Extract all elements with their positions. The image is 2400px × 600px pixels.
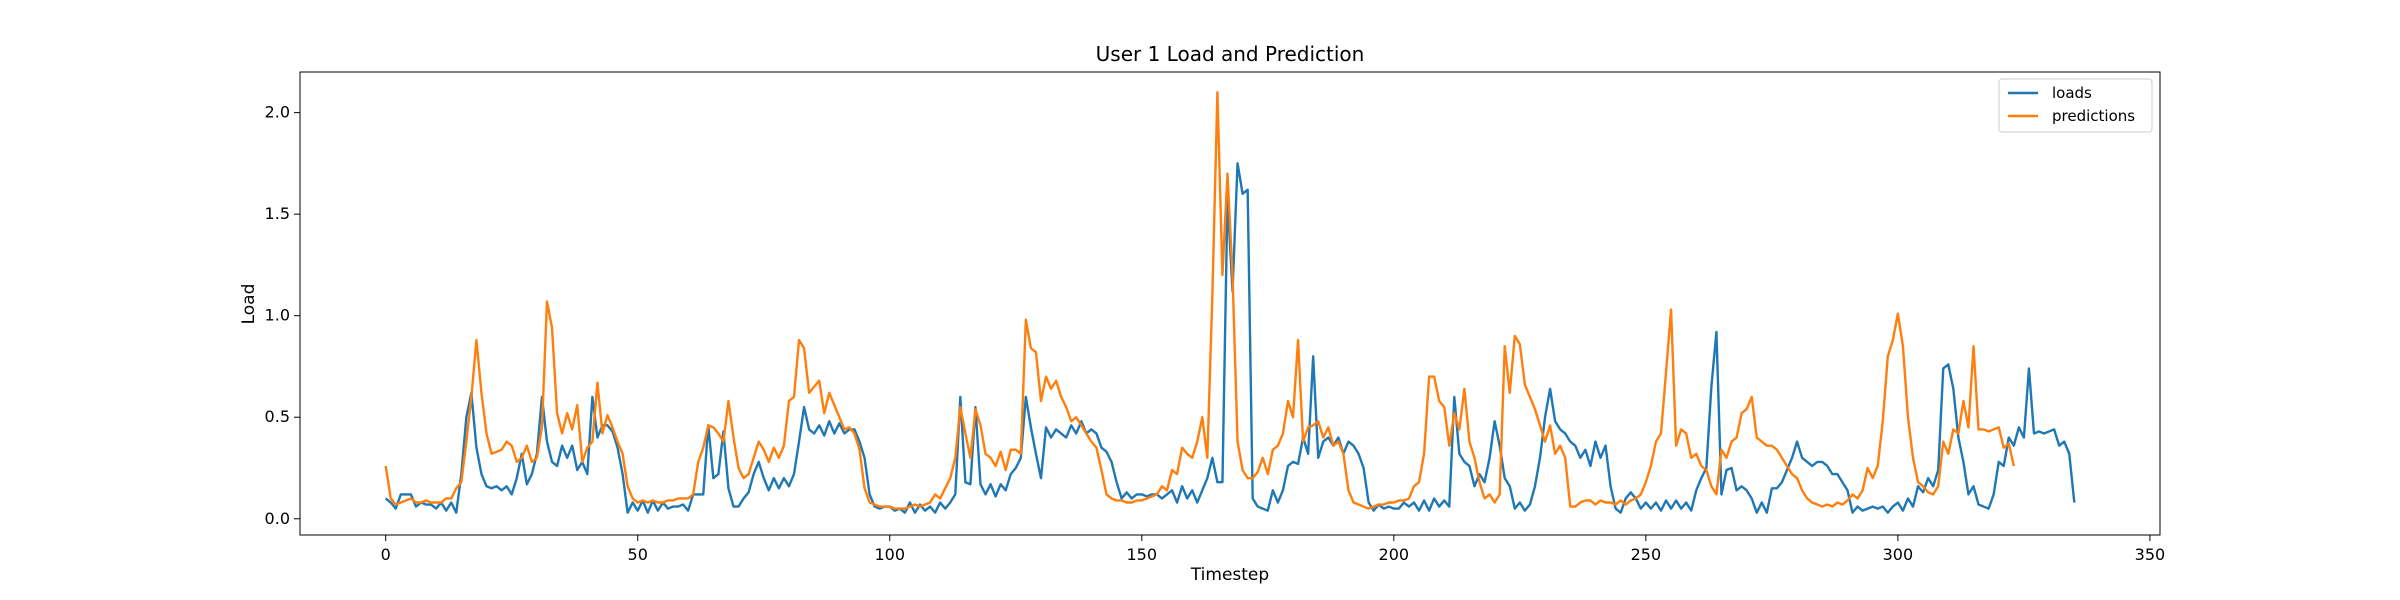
y-axis: 0.0 0.5 1.0 1.5 2.0 (265, 103, 300, 528)
y-axis-label: Load (239, 284, 259, 325)
x-tick-label: 50 (628, 545, 648, 564)
legend-label-loads: loads (2052, 84, 2092, 102)
y-tick-label: 0.0 (265, 509, 290, 528)
x-axis-label: Timestep (1190, 565, 1269, 585)
chart-title: User 1 Load and Prediction (1096, 42, 1365, 66)
x-tick-label: 150 (1127, 545, 1158, 564)
series-layer (384, 91, 2076, 514)
x-axis: 0 50 100 150 200 250 300 350 (381, 535, 2166, 564)
y-tick-label: 0.5 (265, 407, 290, 426)
x-tick-label: 0 (381, 545, 391, 564)
y-tick-label: 1.5 (265, 204, 290, 223)
y-tick-label: 1.0 (265, 306, 290, 325)
x-tick-label: 200 (1379, 545, 1410, 564)
x-tick-label: 300 (1883, 545, 1914, 564)
legend: loads predictions (1998, 78, 2153, 133)
x-tick-label: 250 (1631, 545, 1662, 564)
x-tick-label: 100 (874, 545, 905, 564)
x-tick-label: 350 (2135, 545, 2166, 564)
series-line-predictions (384, 91, 2015, 510)
legend-label-predictions: predictions (2052, 107, 2135, 125)
plot-frame (299, 71, 2161, 536)
y-tick-label: 2.0 (265, 103, 290, 122)
